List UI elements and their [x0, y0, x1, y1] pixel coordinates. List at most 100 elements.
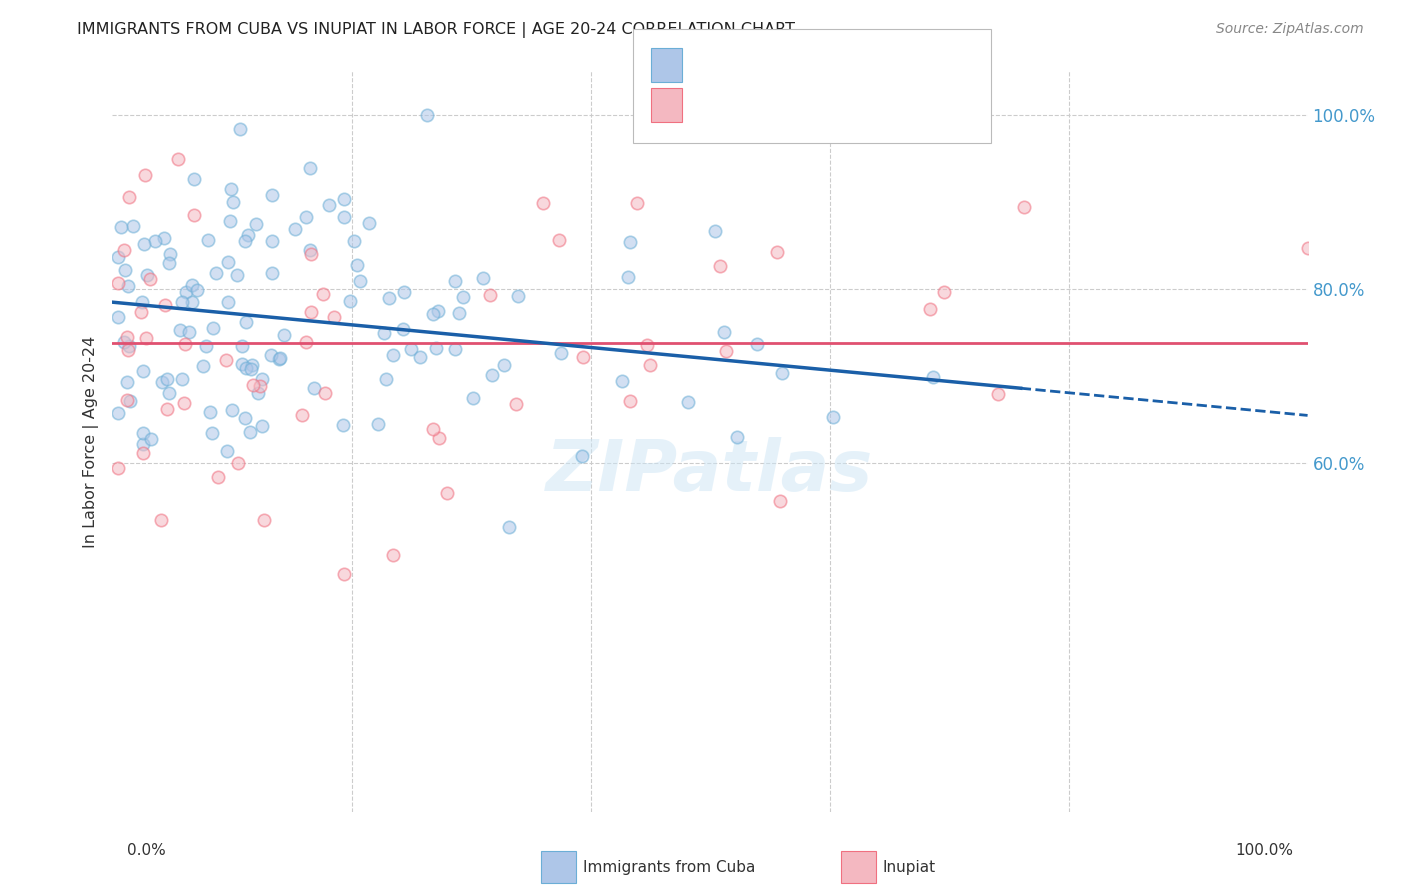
- Point: [260, 187, 283, 202]
- Point: [218, 213, 240, 227]
- Point: [157, 256, 180, 270]
- Point: [392, 285, 415, 300]
- Point: [918, 301, 941, 316]
- Point: [245, 218, 267, 232]
- Point: [132, 426, 155, 441]
- Point: [747, 337, 769, 351]
- Point: [382, 549, 405, 563]
- Point: [626, 195, 648, 210]
- Point: [191, 359, 214, 373]
- Point: [709, 259, 731, 273]
- Point: [107, 461, 129, 475]
- Point: [636, 338, 658, 352]
- Point: [427, 431, 450, 445]
- Point: [219, 182, 242, 196]
- Point: [1014, 200, 1036, 214]
- Point: [115, 375, 138, 389]
- Point: [135, 268, 157, 282]
- Point: [143, 234, 166, 248]
- Point: [987, 386, 1010, 401]
- Point: [823, 410, 845, 425]
- Point: [770, 366, 793, 380]
- Point: [769, 494, 792, 508]
- Point: [153, 231, 176, 245]
- Point: [134, 237, 156, 252]
- Point: [619, 235, 641, 250]
- Point: [197, 233, 219, 247]
- Point: [399, 342, 422, 356]
- Point: [547, 233, 569, 247]
- Point: [150, 375, 173, 389]
- Point: [346, 258, 368, 272]
- Point: [118, 190, 141, 204]
- Point: [207, 470, 229, 484]
- Point: [221, 403, 243, 417]
- Point: [172, 294, 194, 309]
- Point: [249, 378, 271, 392]
- Point: [201, 425, 224, 440]
- Point: [610, 374, 633, 388]
- Text: 100.0%: 100.0%: [1236, 843, 1294, 858]
- Point: [233, 234, 256, 248]
- Point: [260, 348, 283, 362]
- Point: [425, 341, 447, 355]
- Point: [299, 247, 322, 261]
- Point: [392, 322, 415, 336]
- Point: [231, 339, 253, 353]
- Point: [422, 306, 444, 320]
- Point: [153, 298, 176, 312]
- Point: [235, 315, 257, 329]
- Point: [343, 234, 366, 248]
- Point: [572, 351, 595, 365]
- Point: [269, 351, 291, 365]
- Point: [107, 276, 129, 290]
- Point: [236, 228, 259, 243]
- Point: [134, 168, 156, 182]
- Point: [107, 406, 129, 420]
- Point: [149, 513, 172, 527]
- Point: [922, 370, 945, 384]
- Point: [217, 444, 239, 458]
- Point: [678, 395, 700, 409]
- Point: [173, 337, 195, 351]
- Point: [703, 223, 725, 237]
- Point: [617, 269, 640, 284]
- Point: [174, 285, 197, 299]
- Point: [204, 266, 226, 280]
- Point: [571, 449, 593, 463]
- Point: [295, 334, 318, 349]
- Point: [449, 306, 471, 320]
- Point: [253, 513, 276, 527]
- Point: [180, 277, 202, 292]
- Point: [1296, 241, 1319, 255]
- Point: [170, 372, 193, 386]
- Point: [294, 210, 316, 224]
- Point: [339, 293, 361, 308]
- Point: [725, 430, 748, 444]
- Y-axis label: In Labor Force | Age 20-24: In Labor Force | Age 20-24: [83, 335, 100, 548]
- Point: [716, 344, 738, 359]
- Point: [156, 401, 179, 416]
- Point: [332, 418, 354, 433]
- Point: [318, 198, 340, 212]
- Point: [115, 330, 138, 344]
- Point: [333, 211, 356, 225]
- Point: [114, 263, 136, 277]
- Point: [422, 422, 444, 436]
- Point: [373, 326, 395, 341]
- Text: IMMIGRANTS FROM CUBA VS INUPIAT IN LABOR FORCE | AGE 20-24 CORRELATION CHART: IMMIGRANTS FROM CUBA VS INUPIAT IN LABOR…: [77, 22, 796, 38]
- Point: [132, 363, 155, 377]
- Point: [349, 274, 371, 288]
- Point: [181, 294, 204, 309]
- Point: [284, 221, 307, 235]
- Point: [139, 272, 162, 286]
- Point: [173, 396, 195, 410]
- Point: [302, 381, 325, 395]
- Point: [217, 255, 239, 269]
- Point: [471, 271, 494, 285]
- Point: [240, 358, 263, 372]
- Point: [409, 351, 432, 365]
- Text: Source: ZipAtlas.com: Source: ZipAtlas.com: [1216, 22, 1364, 37]
- Point: [225, 268, 247, 283]
- Point: [713, 325, 735, 339]
